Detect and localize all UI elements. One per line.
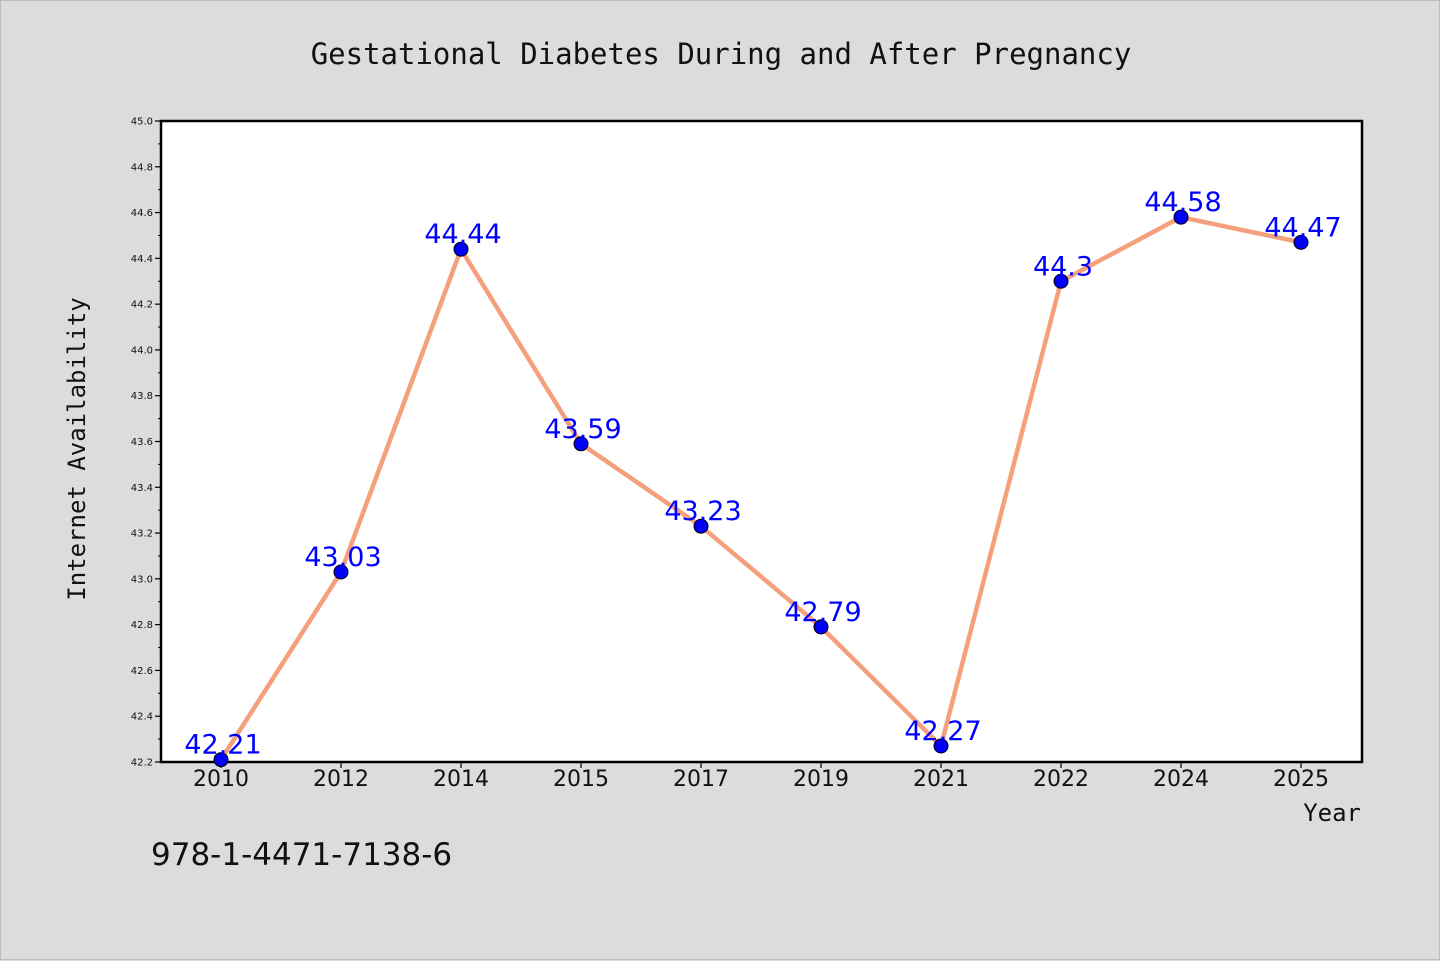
x-tick-label-2015: 2015 xyxy=(553,767,609,792)
x-tick-label-2014: 2014 xyxy=(433,767,489,792)
data-point-2025 xyxy=(1293,234,1309,250)
data-label-2012: 43.03 xyxy=(304,542,381,573)
x-tick-label-2022: 2022 xyxy=(1033,767,1089,792)
data-labels-group: 42.21 43.03 44.44 43.59 43.23 42.79 42.27 44.3 4… xyxy=(184,187,1341,761)
data-label-2019: 42.79 xyxy=(784,597,861,628)
y-tick-label: 44.8 xyxy=(131,162,153,173)
y-tick-label: 43.0 xyxy=(131,574,153,585)
y-axis-label: Internet Availability xyxy=(63,297,91,600)
data-label-2014: 44.44 xyxy=(424,219,501,250)
y-tick-label: 43.8 xyxy=(131,391,153,402)
y-tick-label: 44.4 xyxy=(131,254,153,265)
data-point-2017 xyxy=(693,518,709,534)
data-point-2024 xyxy=(1173,209,1189,225)
x-axis: 2010 2012 2014 2015 2017 2019 2021 2022 2024 2025 xyxy=(193,762,1329,792)
data-label-2024: 44.58 xyxy=(1144,187,1221,218)
y-tick-label: 44.2 xyxy=(131,300,153,311)
y-tick-label: 43.6 xyxy=(131,437,153,448)
data-point-2010 xyxy=(213,752,229,768)
y-tick-label: 44.6 xyxy=(131,208,153,219)
x-axis-label: Year xyxy=(1303,799,1361,827)
x-tick-label-2010: 2010 xyxy=(193,767,249,792)
y-tick-label: 42.6 xyxy=(131,666,153,677)
data-label-2025: 44.47 xyxy=(1264,212,1341,243)
x-tick-label-2024: 2024 xyxy=(1153,767,1209,792)
x-tick-label-2012: 2012 xyxy=(313,767,369,792)
data-point-2015 xyxy=(573,436,589,452)
series-line xyxy=(219,214,1302,761)
data-label-2021: 42.27 xyxy=(904,716,981,747)
y-tick-label: 43.2 xyxy=(131,529,153,540)
data-label-2017: 43.23 xyxy=(664,496,741,527)
y-tick-label: 44.0 xyxy=(131,345,153,356)
y-tick-label: 43.4 xyxy=(131,483,153,494)
data-label-2022: 44.3 xyxy=(1033,251,1093,282)
data-point-2014 xyxy=(453,241,469,257)
chart-title: Gestational Diabetes During and After Pr… xyxy=(311,37,1132,71)
y-tick-label: 45.0 xyxy=(131,117,153,128)
y-axis: 42.2 42.4 42.6 42.8 43.0 43.2 43.4 43.6 43.8 44.0… xyxy=(131,117,161,769)
data-point-2012 xyxy=(333,564,349,580)
y-tick-label: 42.2 xyxy=(131,758,153,769)
data-label-2010: 42.21 xyxy=(184,730,261,761)
x-tick-label-2019: 2019 xyxy=(793,767,849,792)
footer-code: 978-1-4471-7138-6 xyxy=(151,837,452,873)
data-point-2019 xyxy=(813,619,829,635)
data-point-2022 xyxy=(1053,273,1069,289)
y-tick-label: 42.4 xyxy=(131,712,153,723)
x-tick-label-2025: 2025 xyxy=(1273,767,1329,792)
series-line-group xyxy=(213,209,1309,768)
data-point-2021 xyxy=(933,738,949,754)
x-tick-label-2021: 2021 xyxy=(913,767,969,792)
data-label-2015: 43.59 xyxy=(544,414,621,445)
x-tick-label-2017: 2017 xyxy=(673,767,729,792)
y-tick-label: 42.8 xyxy=(131,620,153,631)
